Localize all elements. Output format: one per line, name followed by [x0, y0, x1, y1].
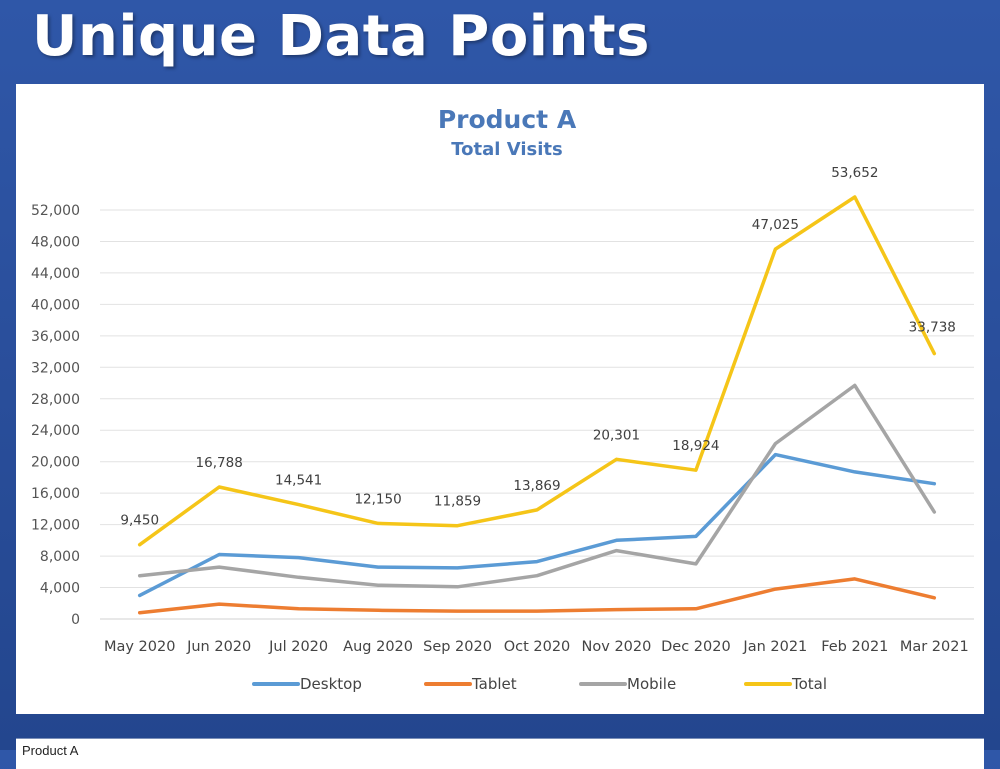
y-tick-label: 52,000	[31, 203, 80, 219]
series-lines	[137, 195, 937, 615]
legend-label: Total	[791, 675, 827, 693]
data-label: 14,541	[275, 473, 322, 489]
data-label: 13,869	[513, 478, 560, 494]
series-line-tablet	[137, 577, 937, 615]
data-label: 53,652	[831, 165, 878, 181]
series-line-desktop	[137, 452, 937, 598]
data-label: 33,738	[909, 320, 956, 336]
data-label: 11,859	[434, 494, 481, 510]
legend-label: Desktop	[300, 675, 362, 693]
x-tick-label: Mar 2021	[900, 639, 969, 655]
y-tick-label: 16,000	[31, 486, 80, 502]
x-tick-label: Nov 2020	[582, 639, 652, 655]
x-tick-label: Sep 2020	[423, 639, 492, 655]
y-tick-label: 12,000	[31, 518, 80, 534]
y-tick-label: 40,000	[31, 297, 80, 313]
y-axis-ticks: 0 4,000 8,000 12,000 16,000 20,000 24,000 28,00…	[31, 203, 80, 628]
data-label: 9,450	[120, 513, 159, 529]
data-table-stub: Product A	[16, 738, 984, 769]
x-tick-label: Aug 2020	[343, 639, 413, 655]
y-tick-label: 24,000	[31, 423, 80, 439]
data-labels: 9,450 16,788 14,541 12,150 11,859 13,869 20,30…	[120, 165, 955, 529]
data-label: 12,150	[354, 491, 401, 507]
x-tick-label: May 2020	[104, 639, 176, 655]
y-tick-label: 44,000	[31, 266, 80, 282]
x-tick-label: Dec 2020	[661, 639, 731, 655]
series-line-total	[137, 195, 937, 547]
y-tick-label: 4,000	[40, 581, 80, 597]
x-tick-label: Oct 2020	[504, 639, 571, 655]
data-label: 16,788	[196, 455, 243, 471]
table-header-cell: Product A	[22, 743, 79, 758]
y-tick-label: 20,000	[31, 455, 80, 471]
chart-card: 0 4,000 8,000 12,000 16,000 20,000 24,000 28,00…	[16, 84, 984, 714]
line-chart: 0 4,000 8,000 12,000 16,000 20,000 24,000 28,00…	[31, 105, 974, 693]
data-label: 18,924	[672, 438, 719, 454]
series-line-mobile	[137, 383, 937, 589]
y-tick-label: 32,000	[31, 360, 80, 376]
y-tick-label: 0	[71, 612, 80, 628]
x-tick-label: Jan 2021	[742, 639, 807, 655]
y-tick-label: 28,000	[31, 392, 80, 408]
slide-title: Unique Data Points	[32, 4, 650, 69]
chart-subtitle: Total Visits	[451, 139, 562, 160]
legend: Desktop Tablet Mobile Total	[252, 675, 827, 693]
gridlines	[100, 209, 974, 620]
y-tick-label: 36,000	[31, 329, 80, 345]
x-tick-label: Jul 2020	[268, 639, 328, 655]
x-tick-label: Feb 2021	[821, 639, 888, 655]
chart-title: Product A	[438, 105, 577, 134]
legend-label: Mobile	[627, 675, 676, 693]
data-label: 47,025	[752, 217, 799, 233]
y-tick-label: 48,000	[31, 234, 80, 250]
legend-label: Tablet	[471, 675, 517, 693]
data-label: 20,301	[593, 427, 640, 443]
x-axis-ticks: May 2020 Jun 2020 Jul 2020 Aug 2020 Sep 2020…	[104, 639, 969, 655]
y-tick-label: 8,000	[40, 549, 80, 565]
x-tick-label: Jun 2020	[186, 639, 251, 655]
